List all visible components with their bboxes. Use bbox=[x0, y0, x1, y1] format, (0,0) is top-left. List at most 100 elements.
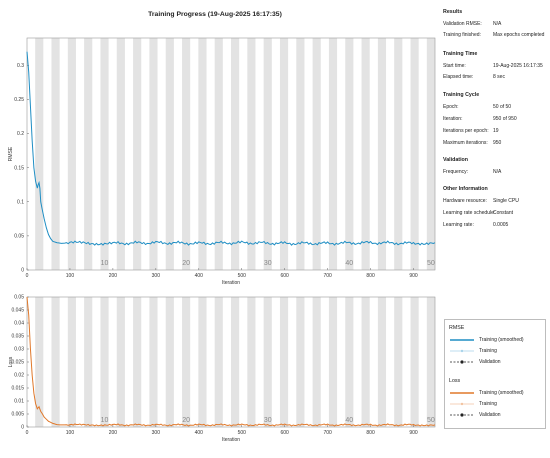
rmse-epoch-label: 50 bbox=[427, 260, 435, 267]
rmse-epoch-label: 10 bbox=[101, 260, 109, 267]
rmse-ytick-label: 0.05 bbox=[14, 234, 24, 240]
validation-rmse-value: N/A bbox=[493, 21, 502, 27]
rmse-epoch-label: 30 bbox=[264, 260, 272, 267]
iterations-per-epoch-label: Iterations per epoch: bbox=[443, 128, 489, 134]
loss-group: 0 0.005 0.01 0.015 0.02 0.025 0.03 0.035 0.04 0.0… bbox=[8, 295, 436, 443]
loss-epoch-band bbox=[198, 297, 207, 427]
rmse-epoch-label: 20 bbox=[182, 260, 190, 267]
validation-rmse-label: Validation RMSE: bbox=[443, 21, 482, 27]
rmse-ytick-label: 0.25 bbox=[14, 97, 24, 103]
loss-epoch-band bbox=[279, 297, 289, 427]
loss-xtick-label: 900 bbox=[409, 430, 418, 436]
legend-loss-title: Loss bbox=[449, 378, 461, 384]
loss-epoch-band bbox=[165, 297, 174, 427]
rmse-ytick-label: 0.1 bbox=[17, 199, 24, 205]
loss-epoch-band bbox=[149, 297, 158, 427]
loss-epoch-label: 40 bbox=[345, 417, 353, 424]
loss-xtick-label: 700 bbox=[323, 430, 332, 436]
legend-loss-smoothed-swatch bbox=[450, 392, 474, 394]
rmse-xtick-label: 500 bbox=[238, 273, 247, 279]
loss-epoch-label: 30 bbox=[264, 417, 272, 424]
iteration-value: 950 of 950 bbox=[493, 116, 517, 122]
rmse-epoch-band bbox=[84, 38, 93, 270]
epoch-value: 50 of 50 bbox=[493, 104, 512, 110]
start-time-label: Start time: bbox=[443, 63, 466, 69]
rmse-epoch-band bbox=[247, 38, 256, 270]
rmse-epoch-band bbox=[263, 38, 272, 270]
legend-loss-training-swatch bbox=[450, 402, 474, 406]
rmse-epoch-band bbox=[116, 38, 125, 270]
results-title: Results bbox=[443, 9, 463, 15]
training-time-title: Training Time bbox=[443, 51, 478, 57]
legend-loss-validation-swatch bbox=[450, 413, 474, 417]
rmse-epoch-band bbox=[279, 38, 289, 270]
frequency-value: N/A bbox=[493, 169, 502, 175]
rmse-epoch-band bbox=[410, 38, 419, 270]
rmse-epoch-band bbox=[51, 38, 60, 270]
other-information-title: Other Information bbox=[443, 186, 488, 192]
loss-ytick-label: 0.02 bbox=[14, 373, 24, 379]
training-cycle-title: Training Cycle bbox=[443, 92, 480, 98]
iteration-label: Iteration: bbox=[443, 116, 463, 122]
loss-epoch-band bbox=[100, 297, 109, 427]
rmse-epoch-band bbox=[133, 38, 142, 270]
rmse-xtick-label: 100 bbox=[66, 273, 75, 279]
loss-ytick-label: 0.035 bbox=[11, 334, 24, 340]
loss-xtick-label: 0 bbox=[26, 430, 29, 436]
rmse-epoch-band bbox=[377, 38, 387, 270]
training-finished-label: Training finished: bbox=[443, 32, 481, 38]
loss-epoch-label: 20 bbox=[182, 417, 190, 424]
legend-rmse-title: RMSE bbox=[449, 325, 465, 331]
maximum-iterations-value: 950 bbox=[493, 140, 502, 146]
loss-epoch-label: 10 bbox=[101, 417, 109, 424]
loss-epoch-band bbox=[328, 297, 338, 427]
rmse-xlabel: Iteration bbox=[222, 280, 240, 286]
loss-ytick-label: 0.045 bbox=[11, 308, 24, 314]
elapsed-time-value: 8 sec bbox=[493, 74, 505, 80]
loss-epoch-band bbox=[345, 297, 354, 427]
loss-xlabel: Iteration bbox=[222, 437, 240, 443]
loss-xtick-label: 300 bbox=[152, 430, 161, 436]
loss-epoch-band bbox=[231, 297, 240, 427]
rmse-xtick-label: 300 bbox=[152, 273, 161, 279]
rmse-xtick-label: 600 bbox=[281, 273, 290, 279]
rmse-xtick-label: 200 bbox=[109, 273, 118, 279]
validation-title: Validation bbox=[443, 157, 469, 163]
rmse-ytick-label: 0.15 bbox=[14, 165, 24, 171]
loss-epoch-band bbox=[296, 297, 305, 427]
loss-epoch-label: 50 bbox=[427, 417, 435, 424]
rmse-xtick-label: 900 bbox=[409, 273, 418, 279]
rmse-series-line bbox=[26, 51, 436, 246]
hardware-resource-value: Single CPU bbox=[493, 198, 519, 204]
loss-ytick-label: 0.04 bbox=[14, 321, 24, 327]
start-time-value: 19-Aug-2025 16:17:35 bbox=[493, 63, 543, 69]
rmse-epoch-band bbox=[345, 38, 354, 270]
loss-xtick-label: 600 bbox=[281, 430, 290, 436]
loss-epoch-band bbox=[67, 297, 76, 427]
loss-epoch-band bbox=[426, 297, 435, 427]
loss-epoch-band bbox=[116, 297, 125, 427]
training-finished-value: Max epochs completed bbox=[493, 32, 545, 38]
rmse-epoch-band bbox=[361, 38, 370, 270]
rmse-epoch-band bbox=[149, 38, 158, 270]
loss-epoch-band bbox=[410, 297, 419, 427]
loss-xtick-label: 200 bbox=[109, 430, 118, 436]
rmse-ylabel: RMSE bbox=[8, 146, 14, 161]
rmse-xtick-label: 400 bbox=[195, 273, 204, 279]
learning-rate-schedule-label: Learning rate schedule: bbox=[443, 210, 496, 216]
rmse-epoch-band bbox=[214, 38, 223, 270]
rmse-group: 0 0.05 0.1 0.15 0.2 0.25 0.3 0 100 200 300 400 500 60… bbox=[8, 37, 436, 286]
loss-xtick-label: 500 bbox=[238, 430, 247, 436]
loss-epoch-band bbox=[35, 297, 44, 427]
loss-epoch-band bbox=[312, 297, 321, 427]
loss-epoch-band bbox=[394, 297, 403, 427]
loss-epoch-band bbox=[51, 297, 60, 427]
loss-xtick-label: 100 bbox=[66, 430, 75, 436]
elapsed-time-label: Elapsed time: bbox=[443, 74, 474, 80]
rmse-epoch-band bbox=[296, 38, 305, 270]
loss-epoch-band bbox=[84, 297, 93, 427]
loss-xtick-label: 800 bbox=[366, 430, 375, 436]
loss-ytick-label: 0.01 bbox=[14, 399, 24, 405]
loss-ytick-label: 0 bbox=[21, 425, 24, 431]
rmse-epoch-band bbox=[312, 38, 321, 270]
